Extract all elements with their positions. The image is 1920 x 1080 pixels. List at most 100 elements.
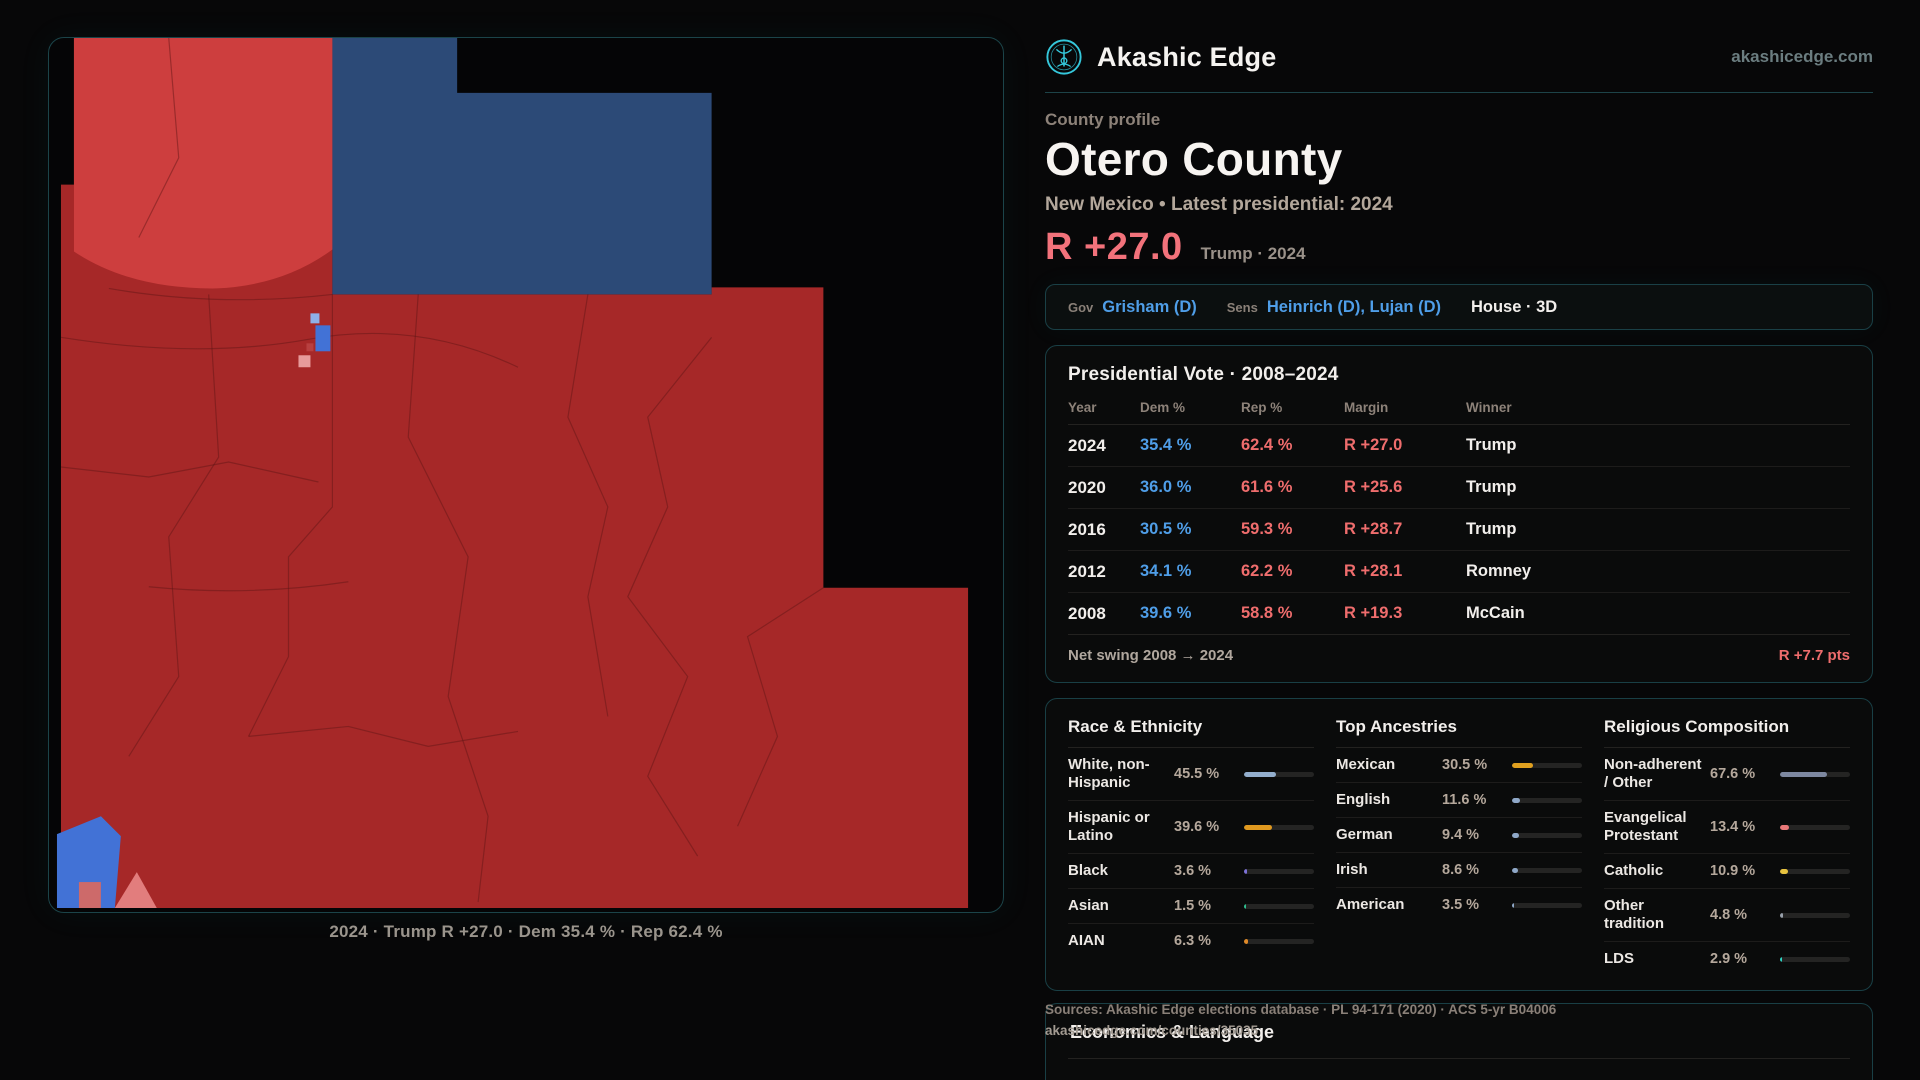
site-domain-link[interactable]: akashicedge.com <box>1731 47 1873 66</box>
cell-dem: 30.5 % <box>1140 520 1192 538</box>
cell-win: Trump <box>1466 436 1517 454</box>
sources-line: Sources: Akashic Edge elections database… <box>1045 1002 1557 1017</box>
county-precinct-map[interactable] <box>49 38 1003 912</box>
presidential-row-2016: 2016 30.5 % 59.3 % R +28.7 Trump <box>1068 509 1850 551</box>
stat-bar-fill <box>1780 771 1828 777</box>
demographics-columns: Race & Ethnicity White, non-Hispanic 45.5 … <box>1068 717 1850 976</box>
presidential-row-2008: 2008 39.6 % 58.8 % R +19.3 McCain <box>1068 593 1850 635</box>
cell-win: Romney <box>1466 562 1532 580</box>
stat-value: 10.9 % <box>1710 863 1756 879</box>
stat-row: LDS 2.9 % <box>1604 942 1850 976</box>
latest-margin-value: R +27.0 <box>1045 226 1183 268</box>
stat-row: Irish 8.6 % <box>1336 853 1582 888</box>
map-city-precincts <box>298 313 331 368</box>
stat-row: Non-adherent / Other 67.6 % <box>1604 748 1850 801</box>
demo-column: Religious Composition Non-adherent / Othe… <box>1604 717 1850 976</box>
stat-bar <box>1780 956 1850 962</box>
latest-margin-note: Trump · 2024 <box>1200 244 1306 263</box>
stat-value: 39.6 % <box>1174 819 1220 835</box>
stat-value: 45.5 % <box>1174 766 1220 782</box>
stat-value: 8.6 % <box>1442 862 1480 878</box>
presidential-panel-title: Presidential Vote · 2008–2024 <box>1068 364 1339 385</box>
stat-value: 11.6 % <box>1442 792 1487 808</box>
latest-margin-row: R +27.0 Trump · 2024 <box>1045 226 1873 269</box>
economics-language-panel: Economics & Language <box>1045 1003 1873 1080</box>
stat-label: Irish <box>1336 861 1368 878</box>
stat-row: American 3.5 % <box>1336 888 1582 922</box>
stat-bar <box>1780 771 1850 777</box>
stat-label: Evangelical Protestant <box>1604 809 1687 844</box>
stat-value: 30.5 % <box>1442 757 1488 773</box>
stat-value: 9.4 % <box>1442 827 1480 843</box>
sources-footer: Sources: Akashic Edge elections database… <box>1045 1002 1873 1038</box>
cell-dem: 36.0 % <box>1140 478 1192 496</box>
presidential-row-2012: 2012 34.1 % 62.2 % R +28.1 Romney <box>1068 551 1850 593</box>
senators-link[interactable]: Heinrich (D), Lujan (D) <box>1266 297 1441 316</box>
brand-name: Akashic Edge <box>1097 41 1277 72</box>
governor-label: Gov <box>1068 299 1094 315</box>
stat-label: Catholic <box>1604 862 1664 879</box>
stat-label: Black <box>1068 862 1109 879</box>
stat-value: 1.5 % <box>1174 898 1212 914</box>
stat-label: White, non-Hispanic <box>1068 756 1150 791</box>
stat-bar <box>1780 912 1850 918</box>
presidential-table-body: 2024 35.4 % 62.4 % R +27.0 Trump 2020 36.0 % 61… <box>1068 425 1850 635</box>
cell-dem: 35.4 % <box>1140 436 1192 454</box>
stat-label: Asian <box>1068 897 1109 914</box>
stat-bar-fill <box>1780 912 1784 918</box>
stat-bar-fill <box>1244 771 1276 777</box>
stat-label: English <box>1336 791 1391 808</box>
cell-dem: 39.6 % <box>1140 604 1192 622</box>
demo-column-title: Top Ancestries <box>1336 717 1582 748</box>
eyebrow-label: County profile <box>1045 110 1161 129</box>
stat-row: Other tradition 4.8 % <box>1604 889 1850 942</box>
stat-value: 3.5 % <box>1442 897 1480 913</box>
cell-year: 2016 <box>1068 519 1106 539</box>
demo-column-title: Religious Composition <box>1604 717 1850 748</box>
profile-column: Akashic Edge akashicedge.com County prof… <box>1045 36 1873 1080</box>
stat-value: 13.4 % <box>1710 819 1756 835</box>
stat-bar-fill <box>1512 797 1521 803</box>
stat-value: 2.9 % <box>1710 951 1748 967</box>
stat-bar <box>1512 762 1582 768</box>
stat-label: American <box>1336 896 1405 913</box>
cell-rep: 62.4 % <box>1241 436 1293 454</box>
akashic-edge-logo-icon <box>1046 39 1082 75</box>
stat-value: 67.6 % <box>1710 766 1756 782</box>
map-region-democratic <box>332 38 712 295</box>
economics-divider <box>1068 1058 1850 1059</box>
economics-panel-title: Economics & Language <box>1070 1022 1275 1042</box>
site-header: Akashic Edge akashicedge.com <box>1045 36 1873 78</box>
stat-row: Catholic 10.9 % <box>1604 854 1850 889</box>
canonical-url[interactable]: akashicedge.com/counties/35035 <box>1045 1023 1259 1038</box>
senators-label: Sens <box>1226 299 1258 315</box>
cell-rep: 59.3 % <box>1241 520 1293 538</box>
stat-bar-fill <box>1512 867 1519 873</box>
stat-label: Other tradition <box>1604 897 1664 932</box>
stat-row: AIAN 6.3 % <box>1068 924 1314 958</box>
cell-marg: R +27.0 <box>1344 436 1403 454</box>
net-swing-row: Net swing 2008 → 2024 R +7.7 pts <box>1068 635 1850 668</box>
governor-group: Gov Grisham (D) <box>1068 298 1197 317</box>
map-sw-precincts <box>56 816 157 909</box>
precinct-boundaries <box>60 38 824 903</box>
stat-bar <box>1512 832 1582 838</box>
stat-bar <box>1512 797 1582 803</box>
stat-label: Hispanic or Latino <box>1068 809 1150 844</box>
net-swing-label: Net swing 2008 → 2024 <box>1068 647 1234 664</box>
net-swing-value: R +7.7 pts <box>1778 647 1850 664</box>
demographics-panel: Race & Ethnicity White, non-Hispanic 45.5 … <box>1045 698 1873 991</box>
stat-row: English 11.6 % <box>1336 783 1582 818</box>
stat-row: German 9.4 % <box>1336 818 1582 853</box>
governor-link[interactable]: Grisham (D) <box>1102 297 1197 316</box>
col-year: Year <box>1068 400 1097 415</box>
page-title: Otero County <box>1045 133 1343 185</box>
stat-value: 3.6 % <box>1174 863 1212 879</box>
stat-row: Evangelical Protestant 13.4 % <box>1604 801 1850 854</box>
stat-row: Mexican 30.5 % <box>1336 748 1582 783</box>
col-rep: Rep % <box>1241 400 1283 415</box>
col-dem: Dem % <box>1140 400 1186 415</box>
stat-row: Asian 1.5 % <box>1068 889 1314 924</box>
map-caption: 2024 · Trump R +27.0 · Dem 35.4 % · Rep … <box>329 922 723 941</box>
demo-column: Race & Ethnicity White, non-Hispanic 45.5 … <box>1068 717 1314 976</box>
